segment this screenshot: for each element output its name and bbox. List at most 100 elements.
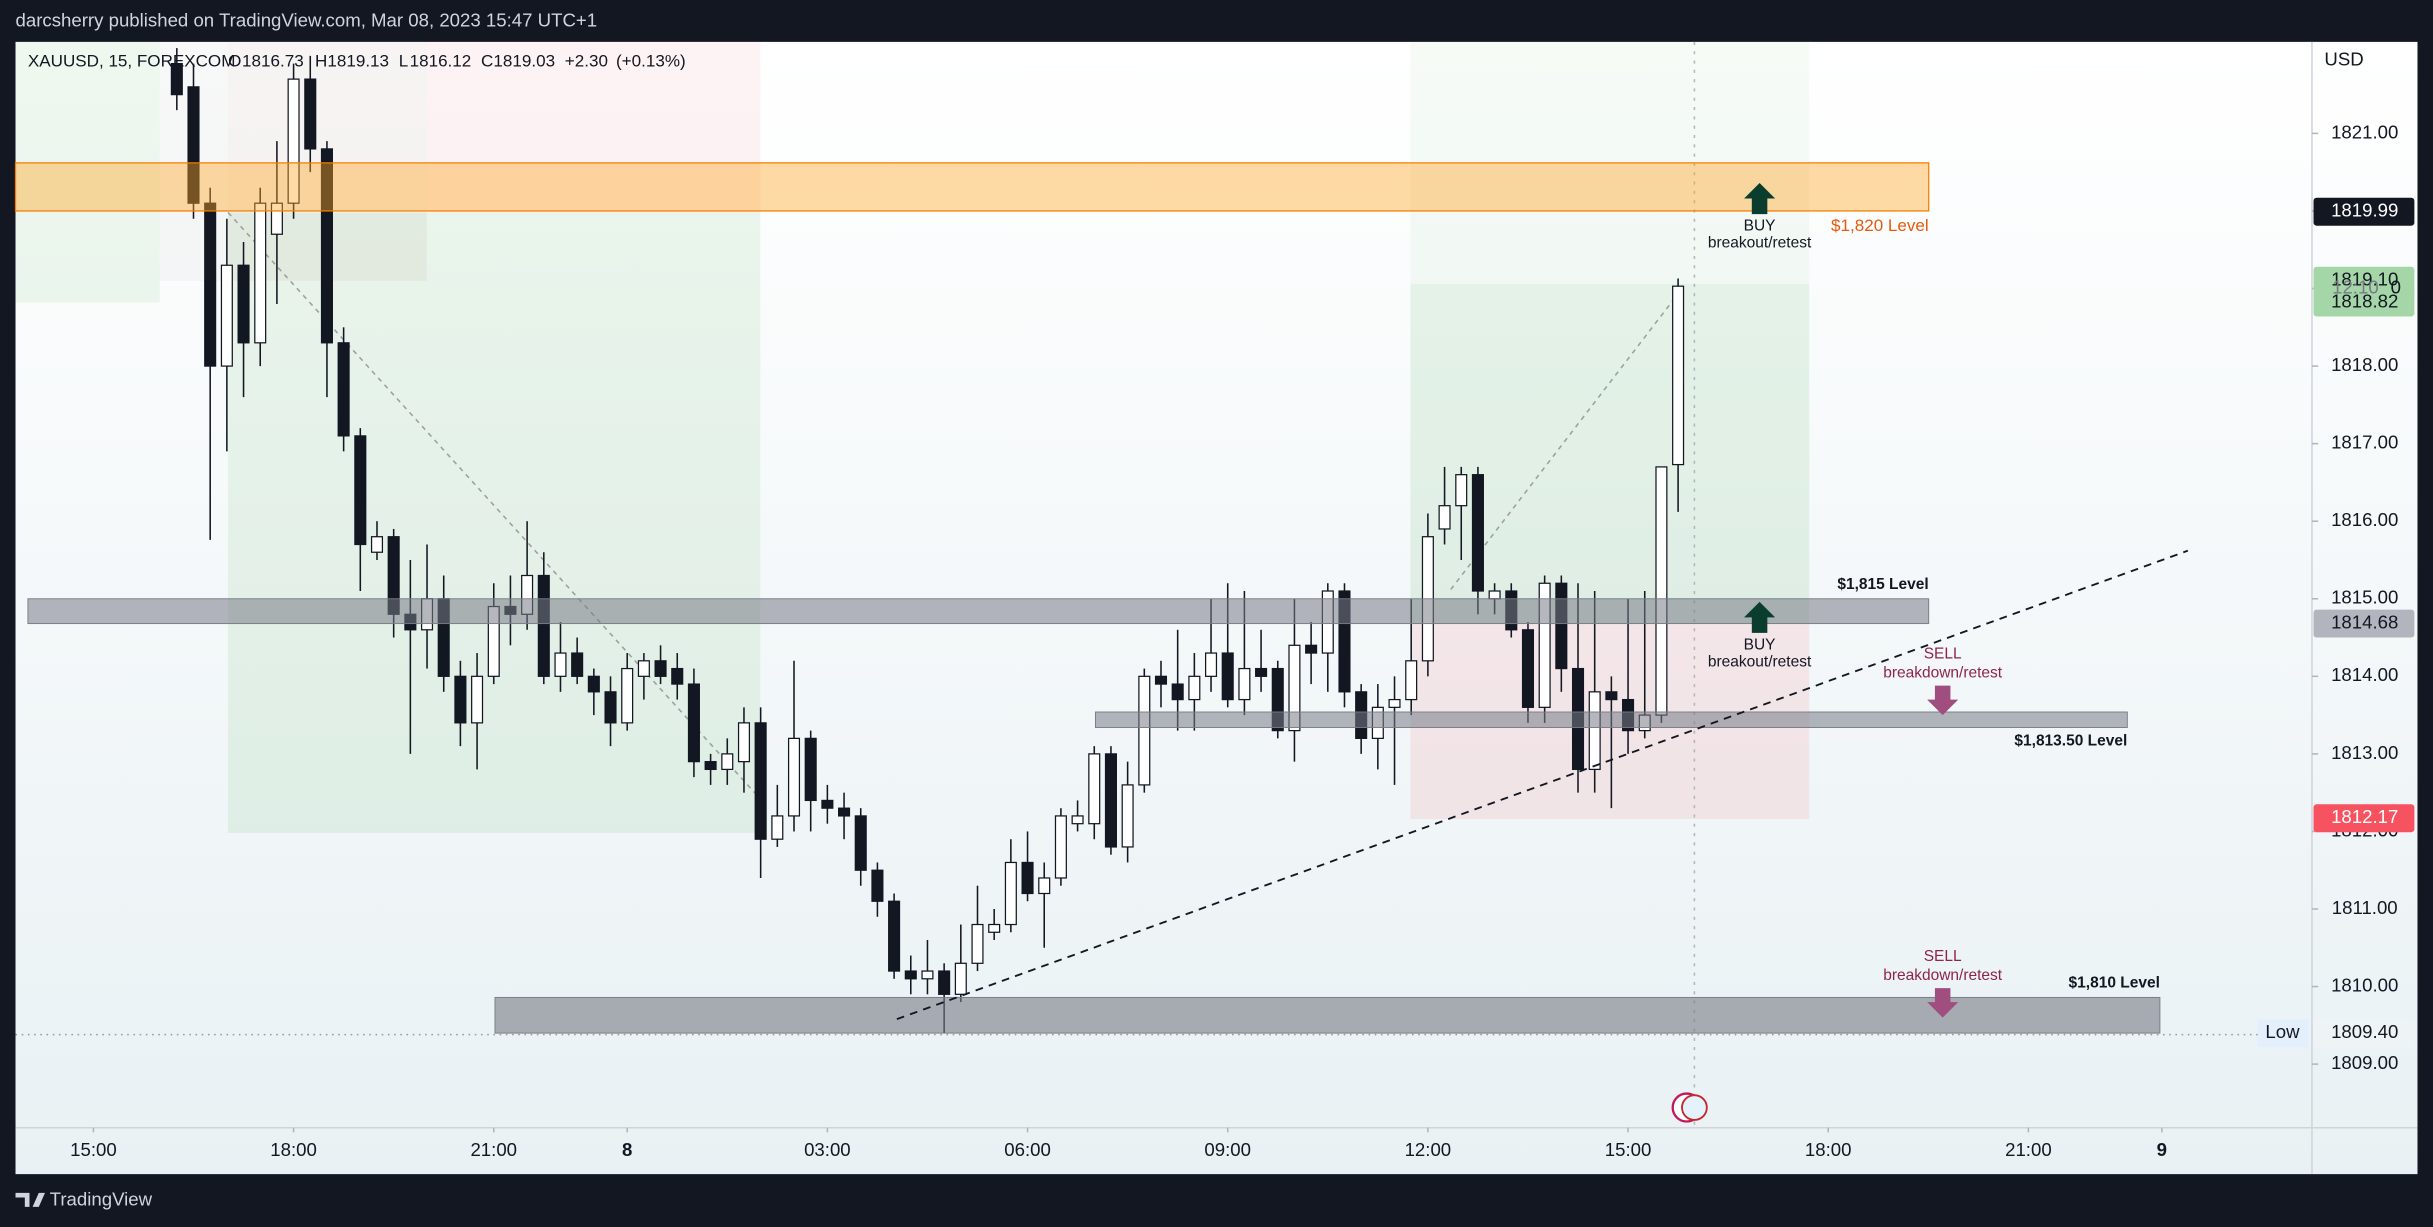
- position-zone: [1410, 283, 1810, 624]
- candle-body: [1655, 466, 1668, 716]
- level-label: $1,813.50 Level: [2014, 733, 2127, 750]
- price-label: 1809.40: [2331, 1021, 2398, 1042]
- candle-body: [1405, 660, 1418, 701]
- legend-change: (+0.13%): [616, 52, 686, 71]
- price-label-box: [2313, 197, 2415, 226]
- candle-body: [1471, 474, 1484, 592]
- price-label: 1814.68: [2331, 612, 2398, 633]
- annotation: BUY: [1744, 218, 1776, 235]
- candle-body: [1605, 691, 1618, 701]
- position-zone: [426, 41, 761, 213]
- price-label: 1819.10: [2331, 269, 2398, 290]
- x-tick-label: 09:00: [1204, 1139, 1251, 1160]
- candle-body: [838, 807, 851, 817]
- candle-body: [704, 761, 717, 771]
- candle-body: [1088, 753, 1101, 825]
- candle-body: [1004, 861, 1017, 926]
- sell-arrow: [1927, 685, 1959, 716]
- candle-body: [471, 675, 484, 724]
- candle-body: [1555, 582, 1568, 670]
- x-tick-label: 8: [622, 1139, 632, 1160]
- annotation: breakdown/retest: [1883, 967, 2003, 984]
- candle-body: [270, 202, 283, 235]
- candle-body: [1521, 629, 1535, 708]
- resistance-zone: [14, 162, 1930, 212]
- level-label: $1,810 Level: [2069, 975, 2160, 992]
- candle-body: [671, 667, 684, 685]
- price-label-box: [2313, 609, 2415, 638]
- x-tick-label: 15:00: [70, 1139, 117, 1160]
- x-tick-label: 18:00: [270, 1139, 317, 1160]
- y-tick-label: 1809.00: [2331, 1052, 2398, 1073]
- y-tick-label: 1811.00: [2332, 897, 2398, 918]
- price-label-box: [2313, 288, 2415, 317]
- publisher-line: darcsherry published on TradingView.com,…: [16, 10, 598, 31]
- legend-value: 1816.12: [410, 52, 472, 71]
- x-tick-label: 06:00: [1004, 1139, 1051, 1160]
- candle-body: [1104, 753, 1117, 848]
- support-zone: [27, 598, 1930, 625]
- position-zone: [228, 212, 761, 833]
- legend-value: 1816.73: [242, 52, 304, 71]
- price-axis: 1809.001810.001811.001812.001813.001814.…: [70, 121, 2415, 1160]
- candle-body: [854, 815, 867, 871]
- candle-body: [187, 86, 200, 204]
- price-label: 1819.99: [2331, 200, 2398, 221]
- candle-body: [721, 753, 734, 771]
- position-line: [1450, 294, 1678, 590]
- candle-body: [1288, 644, 1301, 732]
- candle-body: [1588, 691, 1601, 771]
- candle-body: [1455, 474, 1468, 507]
- axis-unit: USD: [2324, 48, 2363, 69]
- x-tick-label: 21:00: [470, 1139, 517, 1160]
- candle-body: [637, 660, 650, 677]
- candle-body: [1121, 784, 1134, 848]
- price-label-box: [2313, 804, 2415, 833]
- footer: [0, 1174, 2433, 1227]
- legend-value: 1819.03: [493, 52, 555, 71]
- candle-body: [938, 970, 951, 995]
- candle-body: [571, 652, 584, 677]
- candle-body: [1238, 667, 1251, 701]
- y-tick-label: 1816.00: [2331, 509, 2398, 530]
- candle-body: [1038, 877, 1051, 895]
- candle-body: [1338, 590, 1351, 693]
- candle-body: [320, 148, 333, 344]
- legend-change: +2.30: [565, 52, 608, 71]
- y-tick-label: 1813.00: [2331, 742, 2398, 763]
- candle-body: [1388, 698, 1401, 708]
- candle-body: [1171, 683, 1184, 701]
- y-tick-label: 1810.00: [2331, 974, 2398, 995]
- annotation: breakout/retest: [1708, 235, 1812, 252]
- x-tick-label: 18:00: [1805, 1139, 1852, 1160]
- candle-body: [1438, 505, 1451, 530]
- candle-body: [1204, 652, 1218, 677]
- x-tick-label: 12:00: [1405, 1139, 1452, 1160]
- candle-body: [988, 923, 1001, 933]
- candle-body: [1021, 861, 1034, 895]
- support-zone: [494, 996, 2161, 1034]
- candle-body: [170, 62, 183, 96]
- candle-body: [1255, 667, 1268, 677]
- price-label-box: [2313, 1019, 2415, 1048]
- candle-body: [587, 675, 600, 693]
- position-zone: [15, 41, 160, 303]
- annotation: breakdown/retest: [1883, 664, 2003, 681]
- legend-key: O: [228, 52, 241, 71]
- legend-key: L: [399, 52, 408, 71]
- candle-body: [1071, 815, 1084, 825]
- candle-body: [737, 722, 751, 763]
- candle-body: [454, 675, 467, 724]
- candle-body: [1221, 652, 1234, 701]
- candle-body: [1154, 675, 1168, 685]
- candle-body: [337, 342, 350, 437]
- trendline: [896, 549, 2189, 1021]
- price-label: 1812.17: [2331, 806, 2398, 827]
- annotation: SELL: [1924, 646, 1962, 663]
- level-label: $1,820 Level: [1831, 216, 1929, 235]
- candle-body: [971, 923, 984, 964]
- candle-body: [1305, 644, 1318, 654]
- brand: TradingView: [50, 1189, 153, 1210]
- countdown: 12:10: [2332, 276, 2379, 297]
- event-icon[interactable]: [1681, 1094, 1708, 1121]
